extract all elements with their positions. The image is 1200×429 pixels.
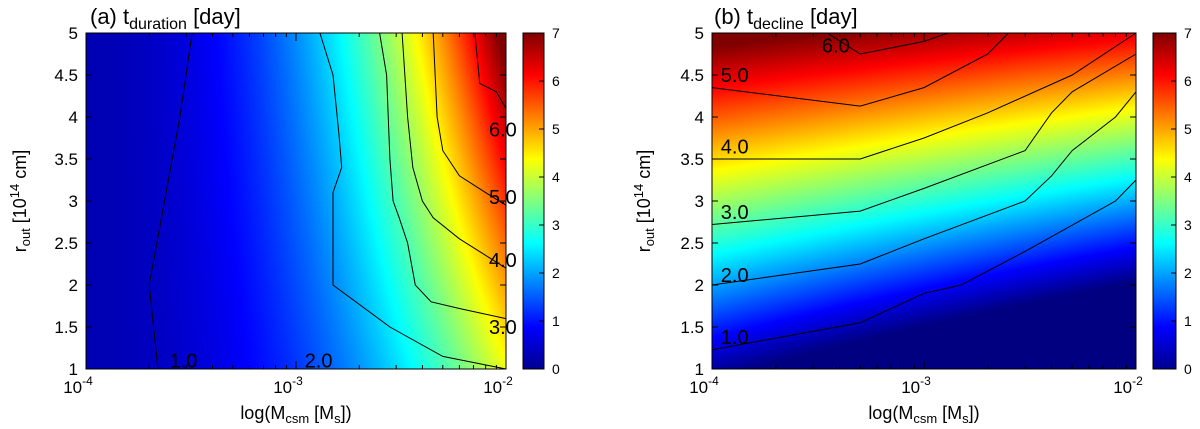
contour-line-2.0 xyxy=(319,32,507,370)
y-axis-label: rout [1014 cm] xyxy=(7,150,33,253)
colorbar-tick-label: 3 xyxy=(552,217,560,233)
contour-label: 2.0 xyxy=(721,265,749,287)
colorbar-tick-label: 1 xyxy=(1184,313,1192,329)
contour-line-5.0 xyxy=(432,32,507,206)
y-tick-label: 1 xyxy=(69,360,78,379)
heatmap-duration xyxy=(86,33,506,369)
y-tick-label: 1.5 xyxy=(54,318,78,337)
contour-line-3.0 xyxy=(379,32,507,320)
y-axis-label: rout [1014 cm] xyxy=(631,150,657,253)
y-tick-label: 3.5 xyxy=(680,150,704,169)
y-tick-label: 3.5 xyxy=(54,150,78,169)
y-tick-label: 2.5 xyxy=(54,234,78,253)
colorbar-tick-label: 6 xyxy=(552,73,560,89)
colorbar-tick-label: 4 xyxy=(552,169,560,185)
contour-label: 3.0 xyxy=(489,317,517,339)
contour-label: 4.0 xyxy=(721,136,749,158)
colorbar-tick-label: 7 xyxy=(1184,25,1192,41)
colorbar-tick-label: 2 xyxy=(552,265,560,281)
contour-line-4.0 xyxy=(712,32,1137,160)
contour-line-6.0 xyxy=(827,32,949,55)
colorbar-tick-label: 2 xyxy=(1184,265,1192,281)
contour-label: 2.0 xyxy=(305,351,333,373)
contour-line-1.0 xyxy=(711,179,1137,351)
contour-label: 6.0 xyxy=(822,36,850,58)
colorbar-tick-label: 4 xyxy=(1184,169,1192,185)
x-tick-label: 10-3 xyxy=(901,374,931,397)
x-axis-label: log(Mcsm [Ms]) xyxy=(868,403,979,426)
colorbar-tick-label: 6 xyxy=(1184,73,1192,89)
x-tick-label: 10-4 xyxy=(63,374,93,397)
y-tick-label: 4 xyxy=(69,108,78,127)
colorbar-ticks: 0 1 2 3 4 5 6 7 xyxy=(1171,25,1192,377)
y-tick-label: 4.5 xyxy=(680,66,704,85)
y-tick-label: 2 xyxy=(69,276,78,295)
contour-lines-decline: 1.0 2.0 3.0 4.0 5.0 6.0 xyxy=(711,32,1137,351)
contour-line-3.0 xyxy=(711,53,1137,225)
heatmap-decline xyxy=(712,33,1136,369)
contour-label: 1.0 xyxy=(170,351,198,373)
panel-b-decline: 1.0 2.0 3.0 4.0 5.0 6.0 1 1.5 2 2.5 3 3.5 4 4.5 5 10-4… xyxy=(631,4,1192,426)
colorbar xyxy=(522,32,545,370)
contour-label: 6.0 xyxy=(489,120,517,142)
contour-line-6.0 xyxy=(474,32,507,109)
y-tick-label: 2.5 xyxy=(680,234,704,253)
axis-ticks: 1 1.5 2 2.5 3 3.5 4 4.5 5 10-4 10-3 10-2 xyxy=(680,24,1143,397)
y-tick-label: 2 xyxy=(695,276,704,295)
chart-title-duration: (a) tduration [day] xyxy=(90,4,241,33)
x-tick-label: 10-2 xyxy=(483,374,513,397)
contour-label: 3.0 xyxy=(721,202,749,224)
x-axis-label: log(Mcsm [Ms]) xyxy=(240,403,351,426)
panel-a-duration: 1.0 2.0 3.0 4.0 5.0 6.0 1 1.5 2 2.5 3 3.5 4 4.5 5 10-4… xyxy=(7,4,560,426)
colorbar-tick-label: 0 xyxy=(1184,361,1192,377)
contour-label: 1.0 xyxy=(721,327,749,349)
colorbar-ticks: 0 1 2 3 4 5 6 7 xyxy=(539,25,560,377)
colorbar-tick-label: 5 xyxy=(552,121,560,137)
y-tick-label: 5 xyxy=(695,24,704,43)
contour-label: 4.0 xyxy=(489,250,517,272)
y-tick-label: 1.5 xyxy=(680,318,704,337)
colorbar-tick-label: 5 xyxy=(1184,121,1192,137)
contour-line-1.0 xyxy=(148,32,193,370)
colorbar-tick-label: 7 xyxy=(552,25,560,41)
x-tick-label: 10-4 xyxy=(689,374,719,397)
y-tick-label: 1 xyxy=(695,360,704,379)
contour-label: 5.0 xyxy=(721,65,749,87)
colorbar-tick-label: 0 xyxy=(552,361,560,377)
contour-line-2.0 xyxy=(711,91,1137,286)
y-tick-label: 3 xyxy=(695,192,704,211)
colorbar xyxy=(1152,32,1177,370)
x-tick-label: 10-3 xyxy=(273,374,303,397)
contour-label: 5.0 xyxy=(489,187,517,209)
y-tick-label: 5 xyxy=(69,24,78,43)
contour-lines-duration: 1.0 2.0 3.0 4.0 5.0 6.0 xyxy=(148,32,517,373)
colorbar-tick-label: 3 xyxy=(1184,217,1192,233)
axis-ticks: 1 1.5 2 2.5 3 3.5 4 4.5 5 10-4 10-3 10-2 xyxy=(54,24,513,397)
contour-line-4.0 xyxy=(401,32,507,269)
y-tick-label: 4.5 xyxy=(54,66,78,85)
y-tick-label: 4 xyxy=(695,108,704,127)
chart-title-decline: (b) tdecline [day] xyxy=(714,4,858,33)
contour-line-5.0 xyxy=(711,32,1009,107)
x-tick-label: 10-2 xyxy=(1113,374,1143,397)
y-tick-label: 3 xyxy=(69,192,78,211)
colorbar-tick-label: 1 xyxy=(552,313,560,329)
